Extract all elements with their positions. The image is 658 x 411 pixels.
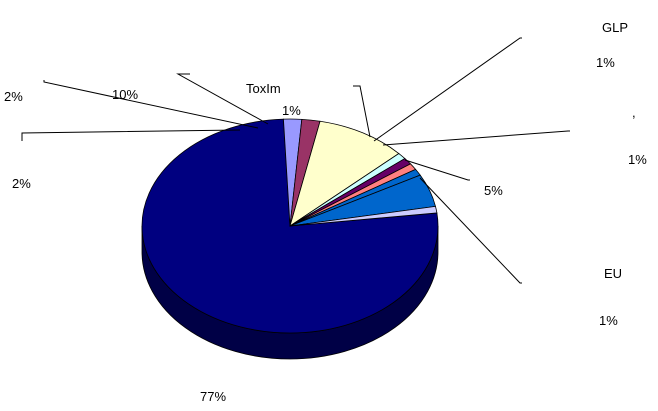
leader-line: [176, 73, 269, 125]
slice-value-label-5: 5%: [484, 183, 503, 198]
leader-lines: [21, 37, 570, 284]
slice-category-label-eu: EU: [604, 266, 622, 281]
slice-category-label-toxim: ToxIm: [246, 81, 281, 96]
leader-line: [21, 129, 241, 141]
pie-slice: [289, 120, 400, 227]
pie-slice: [289, 205, 438, 227]
slice-value-label-eu: 1%: [599, 313, 618, 328]
slice-value-label-10: 10%: [112, 87, 138, 102]
slice-category-label-comma: ,: [632, 105, 636, 120]
slice-value-label-comma: 1%: [628, 152, 647, 167]
leader-line: [43, 80, 259, 129]
slice-value-label-2b: 2%: [12, 176, 31, 191]
leader-line: [373, 37, 522, 142]
slice-value-label-77: 77%: [200, 389, 226, 404]
slice-value-label-toxim: 1%: [282, 103, 301, 118]
slice-category-label-glp: GLP: [602, 20, 628, 35]
leader-line: [382, 130, 570, 146]
leader-line: [419, 177, 522, 284]
pie-slices: [141, 118, 439, 334]
leader-line: [404, 159, 470, 181]
slice-value-label-2a: 2%: [4, 89, 23, 104]
leader-line: [353, 85, 371, 138]
slice-value-label-glp: 1%: [596, 55, 615, 70]
